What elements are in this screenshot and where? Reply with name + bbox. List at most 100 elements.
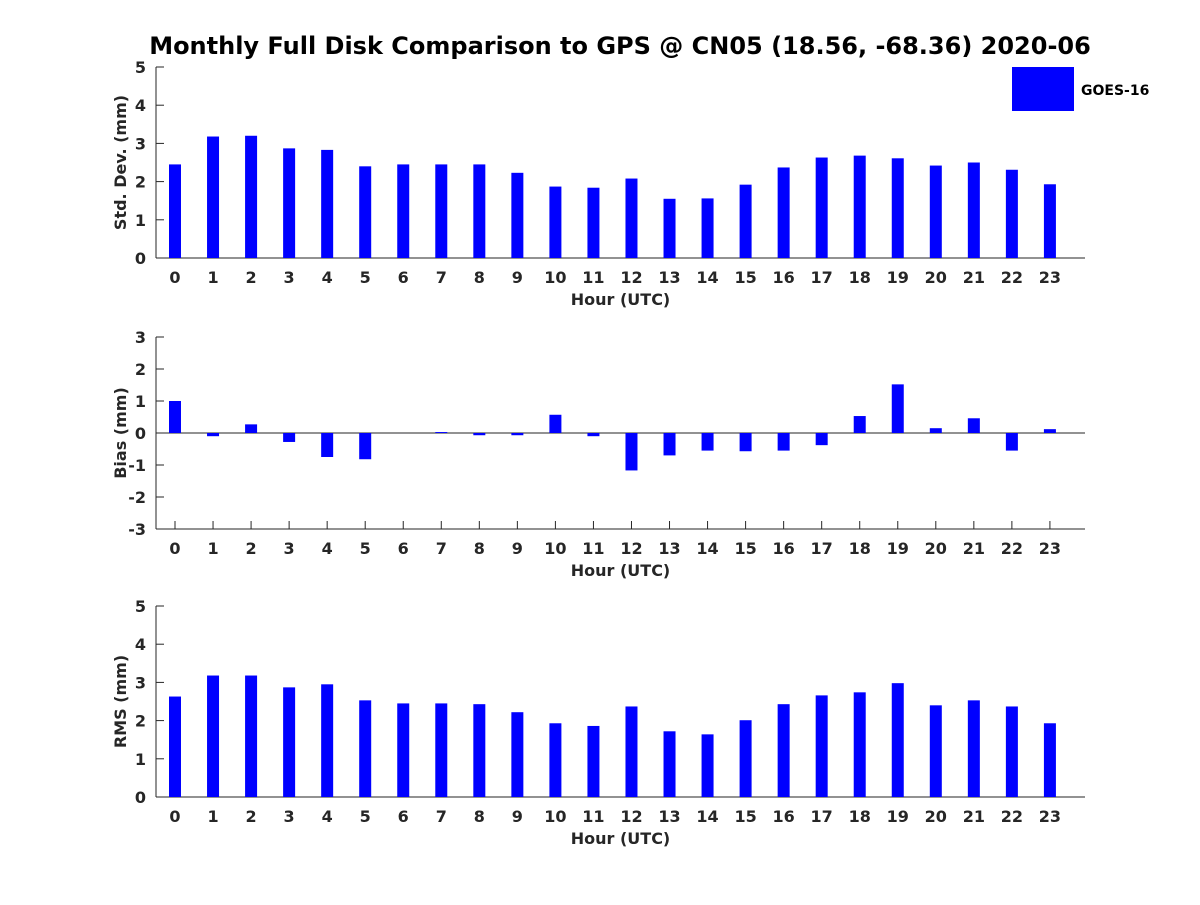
- rms-xtick-label: 3: [284, 807, 295, 826]
- std-dev-bar: [359, 166, 371, 258]
- std-dev-bar: [702, 198, 714, 258]
- rms-bar: [702, 734, 714, 797]
- rms-bar: [549, 723, 561, 797]
- std-dev-bar: [1044, 184, 1056, 258]
- rms-bar: [283, 687, 295, 797]
- std-dev-xtick-label: 20: [925, 268, 947, 287]
- std-dev-ytick-label: 4: [135, 96, 146, 115]
- rms-bar: [435, 703, 447, 797]
- chart-title: Monthly Full Disk Comparison to GPS @ CN…: [149, 32, 1091, 60]
- std-dev-bar: [816, 158, 828, 258]
- rms-xtick-label: 1: [207, 807, 218, 826]
- rms-bar: [473, 704, 485, 797]
- std-dev-bar: [968, 163, 980, 259]
- std-dev-bar: [397, 164, 409, 258]
- bias-xtick-label: 11: [582, 539, 604, 558]
- bias-xtick-label: 21: [963, 539, 985, 558]
- std-dev-xtick-label: 0: [169, 268, 180, 287]
- rms-bar: [359, 700, 371, 797]
- std-dev-bar: [245, 136, 257, 258]
- std-dev-xtick-label: 10: [544, 268, 566, 287]
- std-dev-ytick-label: 3: [135, 134, 146, 153]
- std-dev-xtick-label: 1: [207, 268, 218, 287]
- std-dev-y-label: Std. Dev. (mm): [111, 95, 130, 230]
- bias-ytick-label: 0: [135, 424, 146, 443]
- rms-bar: [968, 700, 980, 797]
- rms-bar: [587, 726, 599, 797]
- bias-xtick-label: 6: [398, 539, 409, 558]
- std-dev-xtick-label: 19: [887, 268, 909, 287]
- std-dev-bar: [511, 173, 523, 258]
- std-dev-xtick-label: 11: [582, 268, 604, 287]
- bias-xtick-label: 9: [512, 539, 523, 558]
- rms-x-label: Hour (UTC): [571, 829, 671, 848]
- bias-xtick-label: 18: [849, 539, 871, 558]
- bias-bar: [1006, 433, 1018, 451]
- std-dev-bar: [549, 187, 561, 258]
- bias-xtick-label: 23: [1039, 539, 1061, 558]
- bias-ytick-label: -2: [128, 488, 146, 507]
- bias-bar: [740, 433, 752, 451]
- rms-bar: [1006, 706, 1018, 797]
- bias-xtick-label: 13: [658, 539, 680, 558]
- std-dev-xtick-label: 21: [963, 268, 985, 287]
- bias-ytick-label: -1: [128, 456, 146, 475]
- bias-bar: [968, 418, 980, 433]
- bias-bar: [930, 428, 942, 433]
- bias-y-label: Bias (mm): [111, 387, 130, 479]
- bias-bar: [359, 433, 371, 459]
- std-dev-xtick-label: 8: [474, 268, 485, 287]
- rms-bar: [321, 684, 333, 797]
- rms-bar: [778, 704, 790, 797]
- std-dev-bar: [1006, 170, 1018, 258]
- rms-bar: [664, 731, 676, 797]
- rms-bar: [930, 705, 942, 797]
- rms-xtick-label: 18: [849, 807, 871, 826]
- bias-ytick-label: -3: [128, 520, 146, 539]
- rms-ytick-label: 1: [135, 750, 146, 769]
- std-dev-xtick-label: 2: [246, 268, 257, 287]
- bias-ytick-label: 3: [135, 328, 146, 347]
- bias-xtick-label: 15: [734, 539, 756, 558]
- bias-xtick-label: 17: [811, 539, 833, 558]
- bias-xtick-label: 22: [1001, 539, 1023, 558]
- bias-bar: [816, 433, 828, 445]
- rms-xtick-label: 10: [544, 807, 566, 826]
- std-dev-xtick-label: 6: [398, 268, 409, 287]
- bias-bar: [511, 433, 523, 435]
- std-dev-ytick-label: 1: [135, 211, 146, 230]
- rms-bar: [1044, 723, 1056, 797]
- rms-xtick-label: 19: [887, 807, 909, 826]
- rms-xtick-label: 2: [246, 807, 257, 826]
- bias-bar: [854, 416, 866, 433]
- bias-xtick-label: 5: [360, 539, 371, 558]
- legend-swatch-goes16: [1012, 67, 1074, 111]
- std-dev-bar: [473, 164, 485, 258]
- rms-bar: [816, 695, 828, 797]
- rms-xtick-label: 4: [322, 807, 333, 826]
- std-dev-xtick-label: 9: [512, 268, 523, 287]
- std-dev-xtick-label: 4: [322, 268, 333, 287]
- legend: GOES-16: [1012, 67, 1149, 111]
- bias-x-label: Hour (UTC): [571, 561, 671, 580]
- std-dev-xtick-label: 12: [620, 268, 642, 287]
- std-dev-xtick-label: 13: [658, 268, 680, 287]
- bias-bar: [321, 433, 333, 457]
- rms-ytick-label: 5: [135, 597, 146, 616]
- std-dev-bar: [740, 185, 752, 258]
- rms-bar: [397, 703, 409, 797]
- bias-bar: [207, 433, 219, 436]
- std-dev-bar: [169, 164, 181, 258]
- bias-bar: [169, 401, 181, 433]
- rms-bar: [625, 706, 637, 797]
- std-dev-bar: [892, 158, 904, 258]
- rms-ytick-label: 4: [135, 635, 146, 654]
- rms-xtick-label: 14: [696, 807, 718, 826]
- rms-xtick-label: 11: [582, 807, 604, 826]
- std-dev-xtick-label: 18: [849, 268, 871, 287]
- rms-xtick-label: 9: [512, 807, 523, 826]
- rms-y-label: RMS (mm): [111, 655, 130, 748]
- rms-xtick-label: 8: [474, 807, 485, 826]
